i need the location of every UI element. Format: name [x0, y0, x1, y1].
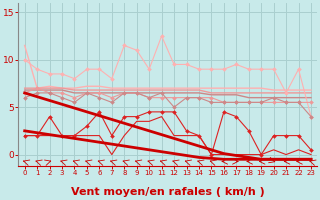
X-axis label: Vent moyen/en rafales ( km/h ): Vent moyen/en rafales ( km/h ) — [71, 187, 265, 197]
